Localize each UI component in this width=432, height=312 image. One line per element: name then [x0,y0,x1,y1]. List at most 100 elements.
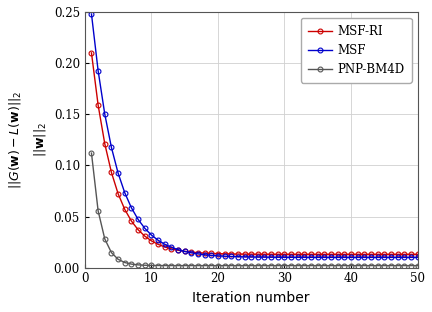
MSF [209,253,214,257]
MSF-RI [136,228,141,232]
MSF-RI [215,252,220,256]
MSF-RI [255,252,260,256]
MSF [408,256,413,259]
MSF-RI [382,252,387,256]
PNP-BM4D [242,264,247,267]
PNP-BM4D [149,264,154,267]
PNP-BM4D [362,264,367,267]
MSF-RI [182,250,187,253]
PNP-BM4D [229,264,234,267]
MSF [95,69,101,72]
MSF-RI [142,234,147,238]
MSF-RI [328,252,334,256]
MSF [289,256,294,259]
MSF [189,251,194,255]
MSF-RI [129,219,134,223]
MSF-RI [308,252,314,256]
MSF-RI [156,242,161,246]
PNP-BM4D [89,151,94,155]
MSF [415,256,420,259]
PNP-BM4D [295,264,300,267]
MSF [335,256,340,259]
PNP-BM4D [109,251,114,255]
PNP-BM4D [275,264,280,267]
MSF [122,191,127,195]
PNP-BM4D [349,264,354,267]
MSF-RI [322,252,327,256]
MSF-RI [415,252,420,256]
PNP-BM4D [102,237,108,241]
PNP-BM4D [95,209,101,213]
MSF [355,256,360,259]
MSF-RI [262,252,267,256]
PNP-BM4D [262,264,267,267]
MSF [302,256,307,259]
MSF-RI [95,103,101,107]
MSF-RI [295,252,300,256]
MSF-RI [289,252,294,256]
MSF-RI [355,252,360,256]
MSF-RI [209,251,214,255]
MSF-RI [169,247,174,251]
MSF-RI [89,51,94,55]
PNP-BM4D [129,262,134,266]
PNP-BM4D [402,264,407,267]
PNP-BM4D [182,264,187,267]
MSF-RI [235,252,241,256]
MSF-RI [362,252,367,256]
PNP-BM4D [175,264,181,267]
MSF [255,255,260,259]
PNP-BM4D [255,264,260,267]
MSF-RI [242,252,247,256]
PNP-BM4D [162,264,167,267]
MSF-RI [202,251,207,255]
MSF-RI [368,252,374,256]
MSF [182,250,187,253]
MSF [129,206,134,210]
MSF [322,256,327,259]
MSF-RI [115,192,121,196]
PNP-BM4D [355,264,360,267]
PNP-BM4D [382,264,387,267]
MSF [368,256,374,259]
PNP-BM4D [136,263,141,267]
MSF-RI [229,252,234,256]
PNP-BM4D [315,264,320,267]
MSF [395,256,400,259]
MSF-RI [122,207,127,211]
MSF-RI [269,252,274,256]
MSF [175,248,181,251]
MSF-RI [282,252,287,256]
PNP-BM4D [269,264,274,267]
PNP-BM4D [415,264,420,267]
MSF-RI [349,252,354,256]
MSF [382,256,387,259]
MSF-RI [149,239,154,243]
MSF [388,256,394,259]
PNP-BM4D [248,264,254,267]
MSF [156,238,161,242]
MSF-RI [162,245,167,249]
MSF-RI [375,252,380,256]
MSF-RI [335,252,340,256]
MSF [202,253,207,256]
PNP-BM4D [156,264,161,267]
MSF [275,256,280,259]
MSF [235,255,241,259]
PNP-BM4D [142,263,147,267]
MSF-RI [195,251,200,255]
MSF [215,254,220,258]
MSF-RI [102,142,108,146]
MSF [242,255,247,259]
PNP-BM4D [169,264,174,267]
Legend: MSF-RI, MSF, PNP-BM4D: MSF-RI, MSF, PNP-BM4D [301,18,412,83]
MSF [362,256,367,259]
MSF [402,256,407,259]
PNP-BM4D [308,264,314,267]
MSF-RI [248,252,254,256]
MSF [269,255,274,259]
PNP-BM4D [368,264,374,267]
PNP-BM4D [328,264,334,267]
MSF-RI [402,252,407,256]
MSF-RI [395,252,400,256]
